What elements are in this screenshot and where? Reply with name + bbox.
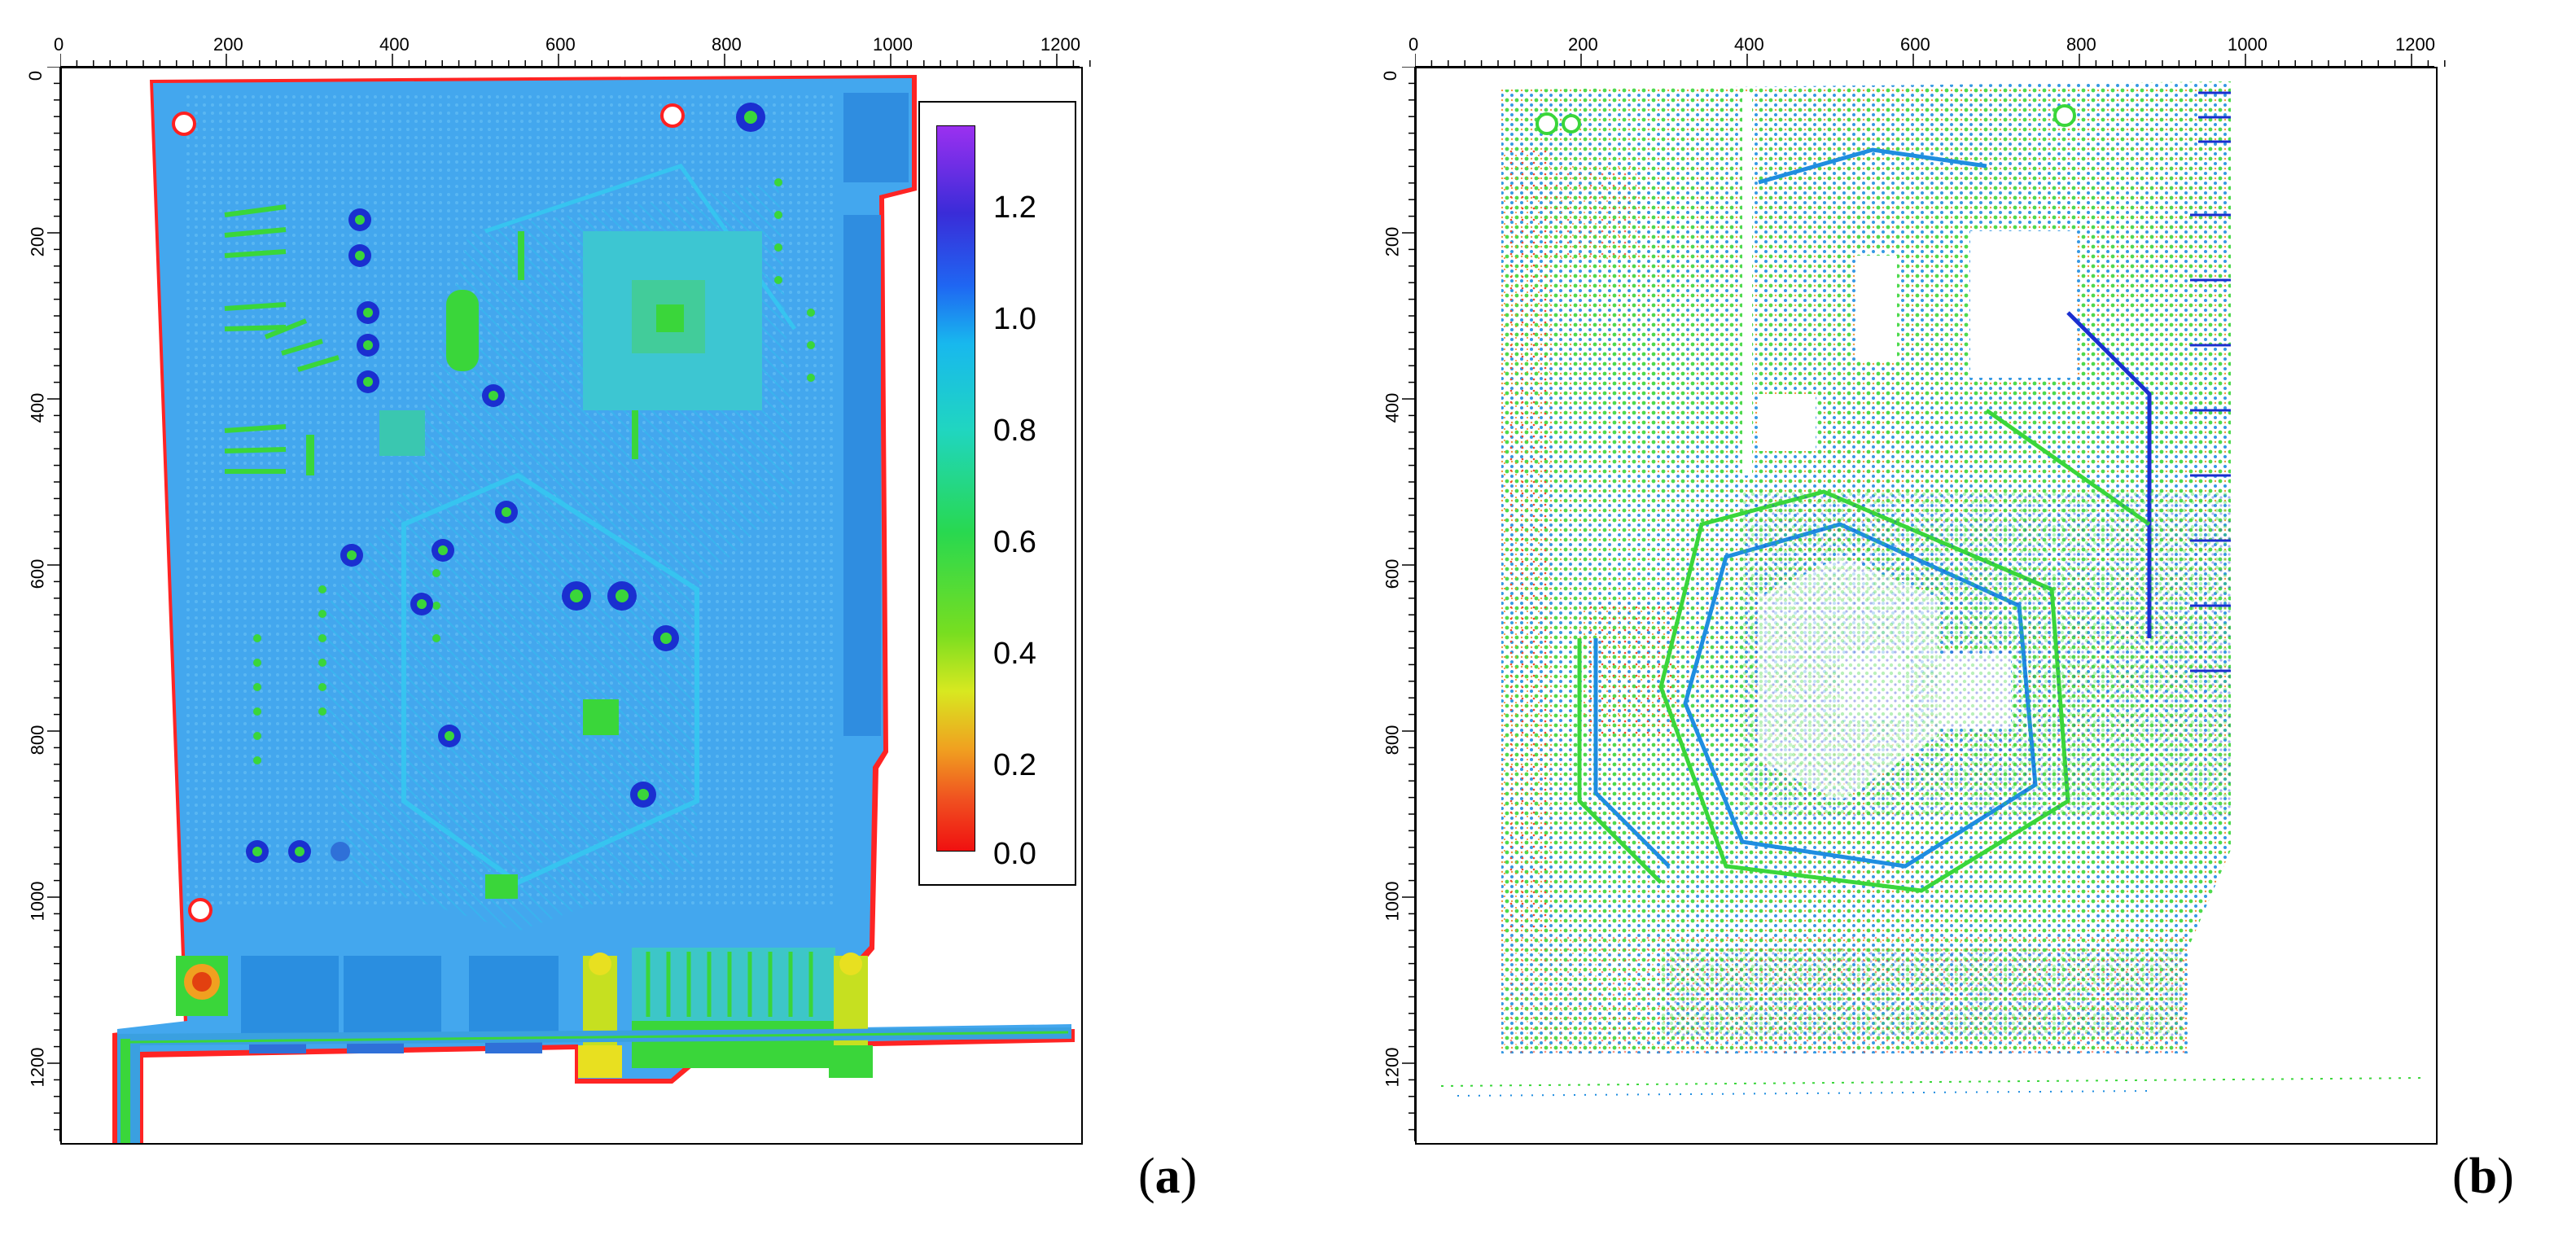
colorbar-box: 1.2 1.0 0.8 0.6 0.4 0.2 0.0 [918,101,1076,886]
x-tick-label: 0 [1408,34,1419,55]
x-tick-label: 600 [1900,34,1930,55]
y-tick-label: 1000 [27,881,48,922]
panel-b-label: (b) [2452,1149,2514,1204]
x-tick-label: 1200 [1040,34,1080,55]
x-tick-label: 800 [2066,34,2096,55]
y-tick-label: 200 [27,226,48,257]
db-connector [632,948,835,1021]
x-tick-label: 800 [712,34,742,55]
panel-b-y-ruler [1402,67,1416,1141]
crystal [446,290,479,371]
colorbar-tick: 0.4 [993,637,1036,671]
panel-a-plot-frame: 1.2 1.0 0.8 0.6 0.4 0.2 0.0 [60,67,1083,1145]
y-tick-label: 1200 [1382,1047,1403,1088]
y-tick-label: 600 [27,558,48,589]
x-tick-label: 600 [545,34,576,55]
x-tick-label: 200 [1568,34,1598,55]
panel-a-y-ruler [47,67,61,1141]
panel-a-label: (a) [1138,1149,1198,1204]
y-tick-label: 1000 [1382,881,1403,922]
x-tick-label: 400 [1734,34,1764,55]
mounting-hole-bottom-left [188,898,212,922]
y-tick-label: 800 [27,725,48,755]
y-tick-label: 600 [1382,558,1403,589]
colorbar-gradient [936,125,975,852]
panel-b-x-ruler [1415,54,2446,68]
x-tick-label: 1200 [2395,34,2435,55]
x-tick-label: 1000 [873,34,913,55]
panel-a: 1.2 1.0 0.8 0.6 0.4 0.2 0.0 0 200 400 60… [25,34,1198,1204]
x-tick-label: 200 [213,34,243,55]
mounting-hole-top-right [660,103,685,128]
panel-b-pcb-difference-map [1440,81,2427,1097]
panel-b-plot-frame [1415,67,2438,1145]
y-tick-label: 400 [27,392,48,423]
y-tick-label: 800 [1382,725,1403,755]
x-tick-label: 0 [54,34,64,55]
colorbar-tick: 1.2 [993,191,1036,225]
component-columns [253,178,815,764]
resistor-rows [224,204,340,474]
colorbar-tick: 0.6 [993,525,1036,559]
x-tick-label: 1000 [2228,34,2267,55]
y-tick-label: 0 [25,70,46,81]
panel-a-pcb-height-map [112,75,1075,1143]
y-tick-label: 0 [1380,70,1401,81]
panel-a-x-ruler [60,54,1091,68]
y-tick-label: 400 [1382,392,1403,423]
edge-connector-fingers [843,93,909,736]
colorbar-tick: 0.0 [993,837,1036,871]
y-tick-label: 1200 [27,1047,48,1088]
x-tick-label: 400 [379,34,410,55]
mounting-hole-top-left [172,112,196,136]
colorbar-tick: 1.0 [993,302,1036,336]
large-vias [246,103,765,863]
panel-b: 0 200 400 600 800 1000 1200 0 200 400 60… [1288,0,2576,1235]
colorbar-tick: 0.8 [993,414,1036,448]
colorbar-tick: 0.2 [993,748,1036,782]
y-tick-label: 200 [1382,226,1403,257]
